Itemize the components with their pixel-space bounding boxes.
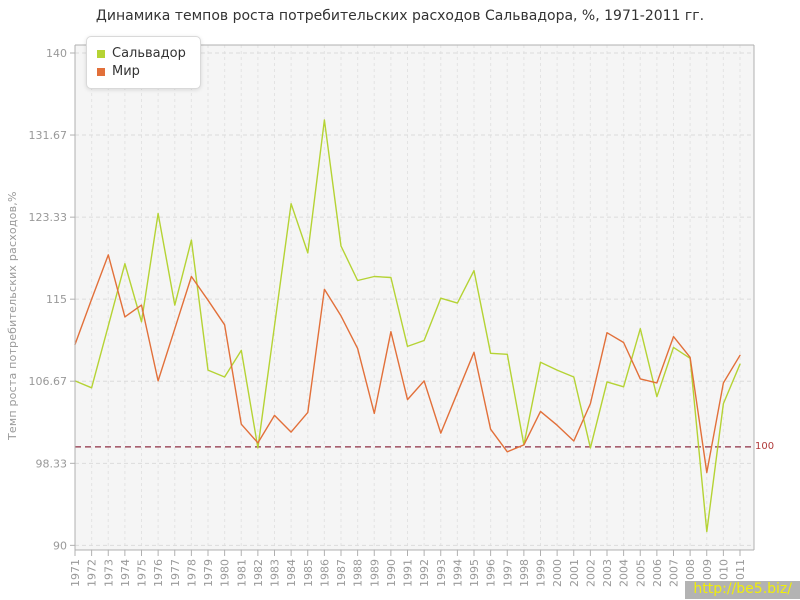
- series-line-world: [74, 254, 741, 474]
- x-tick-label: 1975: [136, 559, 149, 587]
- x-tick-label: 1988: [352, 559, 365, 587]
- x-tick-label: 2002: [584, 559, 597, 587]
- x-tick-label: 1976: [152, 559, 165, 587]
- y-tick-label: 90: [53, 539, 67, 552]
- x-tick-label: 1987: [335, 559, 348, 587]
- x-tick-label: 1985: [302, 559, 315, 587]
- watermark-link[interactable]: http://be5.biz/: [685, 581, 800, 599]
- x-tick-label: 2008: [684, 559, 697, 587]
- x-tick-label: 1974: [119, 559, 132, 587]
- x-tick-label: 1992: [418, 559, 431, 587]
- y-tick-label: 123.33: [29, 211, 68, 224]
- x-tick-label: 1982: [252, 559, 265, 587]
- y-axis-title: Темп роста потребительских расходов,%: [6, 191, 19, 440]
- x-tick-label: 1986: [318, 559, 331, 587]
- x-tick-label: 2010: [717, 559, 730, 587]
- legend-label: Мир: [112, 64, 140, 79]
- x-tick-label: 1978: [185, 559, 198, 587]
- x-tick-label: 1991: [402, 559, 415, 587]
- x-tick-label: 1984: [285, 559, 298, 587]
- x-tick-label: 2006: [651, 559, 664, 587]
- y-tick-label: 106.67: [29, 375, 68, 388]
- x-tick-label: 2000: [551, 559, 564, 587]
- x-tick-label: 1996: [485, 559, 498, 587]
- x-tick-label: 1977: [169, 559, 182, 587]
- x-tick-label: 2011: [734, 559, 747, 587]
- y-tick-label: 140: [46, 47, 67, 60]
- x-tick-label: 1999: [535, 559, 548, 587]
- x-tick-label: 2003: [601, 559, 614, 587]
- x-tick-label: 2001: [568, 559, 581, 587]
- y-tick-label: 131.67: [29, 129, 68, 142]
- x-tick-label: 1994: [451, 559, 464, 587]
- x-tick-label: 2009: [701, 559, 714, 587]
- x-tick-label: 1993: [435, 559, 448, 587]
- x-tick-label: 2004: [618, 559, 631, 587]
- x-tick-label: 1980: [219, 559, 232, 587]
- x-tick-label: 1973: [102, 559, 115, 587]
- x-tick-label: 1995: [468, 559, 481, 587]
- legend-item-world[interactable]: Мир: [97, 64, 186, 79]
- legend-marker-icon: [97, 67, 105, 76]
- series-line-salvador: [74, 119, 741, 533]
- x-tick-label: 1979: [202, 559, 215, 587]
- x-tick-label: 1998: [518, 559, 531, 587]
- x-tick-label: 1983: [269, 559, 282, 587]
- legend-item-salvador[interactable]: Сальвадор: [97, 46, 186, 61]
- y-tick-label: 98.33: [36, 457, 68, 470]
- chart-title: Динамика темпов роста потребительских ра…: [95, 8, 705, 24]
- x-tick-label: 1971: [69, 559, 82, 587]
- x-tick-label: 1989: [368, 559, 381, 587]
- x-tick-label: 2005: [634, 559, 647, 587]
- plot-area: [75, 45, 754, 550]
- x-tick-label: 2007: [668, 559, 681, 587]
- y-tick-label: 115: [46, 293, 67, 306]
- legend: Сальвадор Мир: [86, 36, 201, 89]
- legend-label: Сальвадор: [112, 46, 186, 61]
- legend-marker-icon: [97, 49, 105, 58]
- x-tick-label: 1990: [385, 559, 398, 587]
- x-tick-label: 1997: [501, 559, 514, 587]
- baseline-value-label: 100: [755, 441, 775, 452]
- x-tick-label: 1972: [86, 559, 99, 587]
- x-tick-label: 1981: [235, 559, 248, 587]
